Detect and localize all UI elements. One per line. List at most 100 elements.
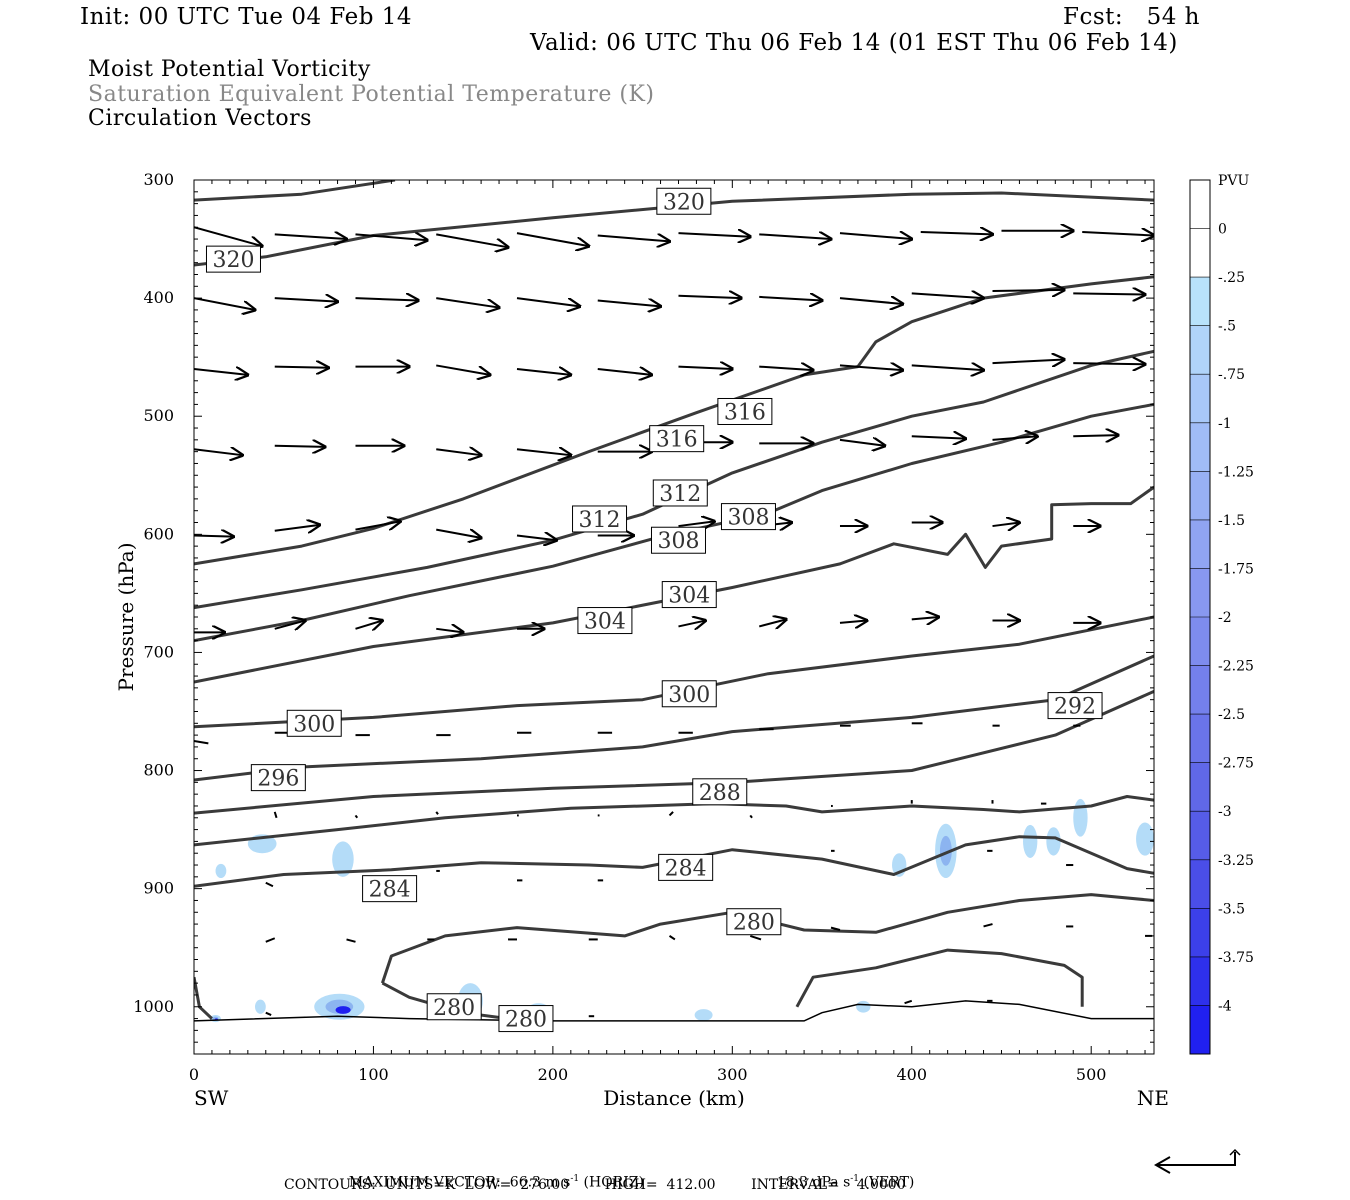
y-tick-label: 800 — [143, 761, 174, 780]
contour-label-text: 280 — [733, 911, 775, 936]
circulation-vector — [904, 999, 913, 1005]
theta-contour-296 — [194, 654, 1154, 782]
circulation-vector — [274, 525, 320, 531]
colorbar-label: -.5 — [1218, 319, 1236, 335]
circulation-vector — [265, 1011, 272, 1016]
right-end-label: NE — [1137, 1086, 1169, 1110]
colorbar-swatch — [1190, 714, 1210, 764]
x-tick-label: 400 — [896, 1065, 927, 1084]
colorbar-label: -.25 — [1218, 270, 1245, 286]
circulation-vector — [355, 521, 400, 531]
circulation-vector — [911, 293, 984, 298]
pv-patch-max — [335, 1006, 351, 1014]
circulation-vector — [355, 621, 382, 629]
contour-label-box — [498, 1005, 554, 1033]
contour-label: 320 — [205, 245, 261, 273]
circulation-vector — [992, 360, 1065, 364]
circulation-vector — [355, 234, 427, 240]
left-end-label: SW — [194, 1086, 229, 1110]
y-tick-label: 500 — [143, 406, 174, 425]
contour-label-text: 300 — [293, 712, 335, 737]
contour-label-box — [692, 778, 748, 806]
circulation-vector — [274, 298, 338, 302]
contour-label: 312 — [652, 479, 708, 507]
contour-label: 304 — [577, 607, 633, 635]
x-tick-label: 200 — [538, 1065, 569, 1084]
circulation-vector — [516, 297, 580, 306]
contour-label: 292 — [1047, 692, 1103, 720]
circulation-vector — [678, 621, 705, 627]
circulation-vector — [839, 365, 903, 370]
init-time: Init: 00 UTC Tue 04 Feb 14 — [80, 4, 413, 30]
circulation-vector — [194, 449, 242, 455]
circulation-vector — [436, 449, 481, 455]
contour-label: 280 — [726, 908, 782, 936]
contour-label-text: 296 — [257, 767, 299, 792]
colorbar-swatch — [1190, 180, 1210, 230]
circulation-vector — [911, 617, 939, 619]
colorbar-swatch — [1190, 325, 1210, 375]
contour-label-box — [1047, 692, 1103, 720]
circulation-vector — [839, 621, 867, 623]
max-vector-vert: 18.3 dPa s — [776, 1174, 851, 1191]
pv-patch — [1073, 798, 1088, 837]
theta-contour-316 — [194, 275, 1154, 566]
circulation-vector — [839, 298, 903, 304]
contour-label-text: 316 — [724, 400, 766, 425]
circulation-vector — [354, 814, 359, 819]
contour-label: 316 — [717, 397, 773, 425]
x-tick-label: 500 — [1076, 1065, 1107, 1084]
circulation-vector — [274, 621, 306, 629]
contour-label-box — [250, 764, 306, 792]
circulation-vector — [668, 811, 674, 817]
theta-contour-320 — [194, 180, 396, 202]
colorbar-label: -3 — [1218, 804, 1232, 820]
pv-patch — [255, 999, 266, 1014]
circulation-vector — [436, 297, 499, 307]
circulation-vector — [759, 297, 822, 301]
circulation-vector — [597, 300, 661, 306]
circulation-vector — [265, 937, 276, 943]
y-tick-label: 700 — [143, 642, 174, 661]
colorbar-swatch — [1190, 277, 1210, 327]
circulation-vector — [839, 440, 885, 446]
circulation-vector — [920, 232, 993, 234]
contour-label-box — [205, 245, 261, 273]
x-tick-label: 100 — [358, 1065, 389, 1084]
circulation-vector — [992, 290, 1065, 291]
colorbar-swatch — [1190, 859, 1210, 909]
colorbar-swatch — [1190, 228, 1210, 278]
circulation-vector — [597, 369, 652, 375]
exponent-horiz: -1 — [570, 1174, 580, 1184]
circulation-vector — [274, 446, 325, 447]
max-vector-horiz: MAXIMUM VECTOR: 66.3 m s — [348, 1174, 571, 1191]
contour-label-text: 300 — [668, 683, 710, 708]
x-tick-label: 0 — [189, 1065, 199, 1084]
theta-contour-320 — [194, 191, 1154, 267]
colorbar-label: -2 — [1218, 610, 1232, 626]
circulation-vector — [516, 536, 556, 541]
circulation-vector — [346, 938, 356, 943]
contour-label-box — [577, 607, 633, 635]
contour-label: 320 — [656, 187, 712, 215]
colorbar-label: -1.25 — [1218, 464, 1254, 480]
contour-label: 284 — [658, 853, 714, 881]
circulation-vector — [759, 367, 813, 371]
circulation-vector — [911, 365, 984, 370]
colorbar-label: -1.75 — [1218, 561, 1254, 577]
contour-label-box — [650, 526, 706, 554]
contour-label: 280 — [426, 993, 482, 1021]
contour-label: 300 — [286, 709, 342, 737]
theta-contour-292 — [194, 690, 1154, 815]
contour-label: 296 — [250, 764, 306, 792]
colorbar-swatch — [1190, 374, 1210, 424]
pv-patch — [1136, 822, 1154, 856]
circulation-vector — [516, 369, 571, 375]
colorbar-swatch — [1190, 811, 1210, 861]
contour-label-box — [286, 709, 342, 737]
contour-label-box — [720, 503, 776, 531]
field-title-theta-es: Saturation Equivalent Potential Temperat… — [88, 82, 655, 107]
circulation-vector — [194, 369, 248, 375]
y-tick-label: 900 — [143, 879, 174, 898]
field-title-mpv: Moist Potential Vorticity — [88, 57, 371, 82]
